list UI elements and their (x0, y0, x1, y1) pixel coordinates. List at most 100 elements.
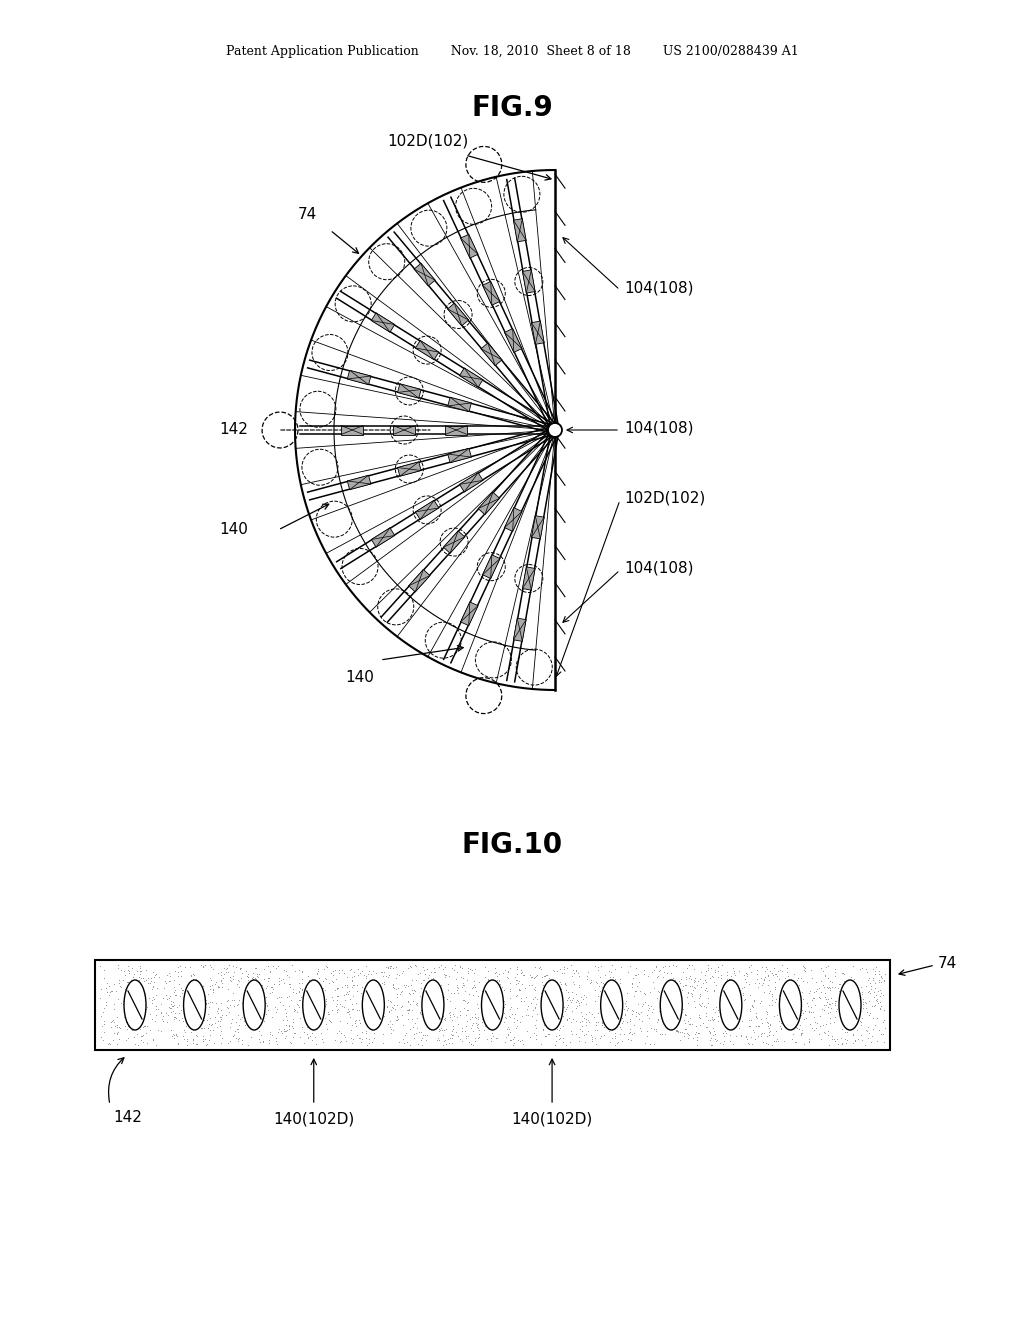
Point (755, 972, 771, 993)
Point (588, 1012, 604, 1034)
Point (190, 978, 207, 999)
Point (624, 1003, 640, 1024)
Point (184, 1028, 201, 1049)
Point (713, 968, 729, 989)
Point (740, 1008, 757, 1030)
Point (342, 989, 358, 1010)
Point (574, 1006, 591, 1027)
Point (553, 974, 569, 995)
Point (553, 1003, 569, 1024)
Point (470, 1014, 486, 1035)
Point (877, 964, 893, 985)
Point (539, 1024, 555, 1045)
Point (469, 1016, 485, 1038)
Point (413, 1003, 429, 1024)
Point (270, 1022, 287, 1043)
Point (221, 1001, 238, 1022)
Point (161, 987, 177, 1008)
Point (616, 1003, 633, 1024)
Point (584, 1003, 600, 1024)
Point (353, 1028, 370, 1049)
Point (195, 1031, 211, 1052)
Point (251, 1002, 267, 1023)
Point (872, 966, 889, 987)
Point (870, 970, 887, 991)
Point (509, 970, 525, 991)
Point (255, 1031, 271, 1052)
Point (649, 1010, 666, 1031)
Point (877, 1018, 893, 1039)
Point (116, 990, 132, 1011)
Point (281, 1019, 297, 1040)
Point (413, 973, 429, 994)
Point (869, 1031, 886, 1052)
Point (403, 979, 420, 1001)
Point (396, 1032, 413, 1053)
Point (306, 998, 323, 1019)
Point (670, 994, 686, 1015)
Point (159, 965, 175, 986)
Point (668, 1019, 684, 1040)
Point (387, 978, 403, 999)
Point (344, 999, 360, 1020)
Point (249, 998, 265, 1019)
Point (717, 979, 733, 1001)
Point (611, 1023, 628, 1044)
Point (285, 981, 301, 1002)
Point (244, 968, 260, 989)
Point (270, 970, 287, 991)
Point (227, 957, 244, 978)
Point (651, 987, 668, 1008)
Point (567, 983, 584, 1005)
Point (230, 1018, 247, 1039)
Point (168, 1007, 184, 1028)
Point (272, 986, 289, 1007)
Point (612, 1005, 629, 1026)
Point (254, 1031, 270, 1052)
Point (764, 990, 780, 1011)
Point (477, 956, 494, 977)
Point (312, 1023, 329, 1044)
Point (699, 957, 716, 978)
Point (831, 1007, 848, 1028)
Point (554, 962, 570, 983)
Point (703, 1008, 720, 1030)
Point (465, 985, 481, 1006)
Point (862, 975, 879, 997)
Point (279, 965, 295, 986)
Point (705, 1010, 721, 1031)
Point (844, 975, 860, 997)
Point (470, 1027, 486, 1048)
Point (764, 986, 780, 1007)
Point (741, 998, 758, 1019)
Point (871, 991, 888, 1012)
Point (139, 968, 156, 989)
Point (343, 1032, 359, 1053)
Point (826, 1028, 843, 1049)
Point (577, 1031, 593, 1052)
Point (719, 968, 735, 989)
Circle shape (413, 496, 441, 524)
Point (634, 1011, 650, 1032)
Point (556, 958, 572, 979)
Point (614, 1011, 631, 1032)
Point (298, 995, 314, 1016)
Point (613, 957, 630, 978)
Point (487, 1006, 504, 1027)
Point (517, 986, 534, 1007)
Point (536, 1003, 552, 1024)
Point (688, 1022, 705, 1043)
Point (561, 1007, 578, 1028)
Point (362, 998, 379, 1019)
Point (761, 994, 777, 1015)
Point (457, 981, 473, 1002)
Point (282, 974, 298, 995)
Point (210, 975, 226, 997)
Point (716, 989, 732, 1010)
Point (270, 987, 287, 1008)
Point (737, 1027, 754, 1048)
Point (185, 965, 202, 986)
Point (384, 1014, 400, 1035)
Point (689, 1030, 706, 1051)
Point (110, 1022, 126, 1043)
